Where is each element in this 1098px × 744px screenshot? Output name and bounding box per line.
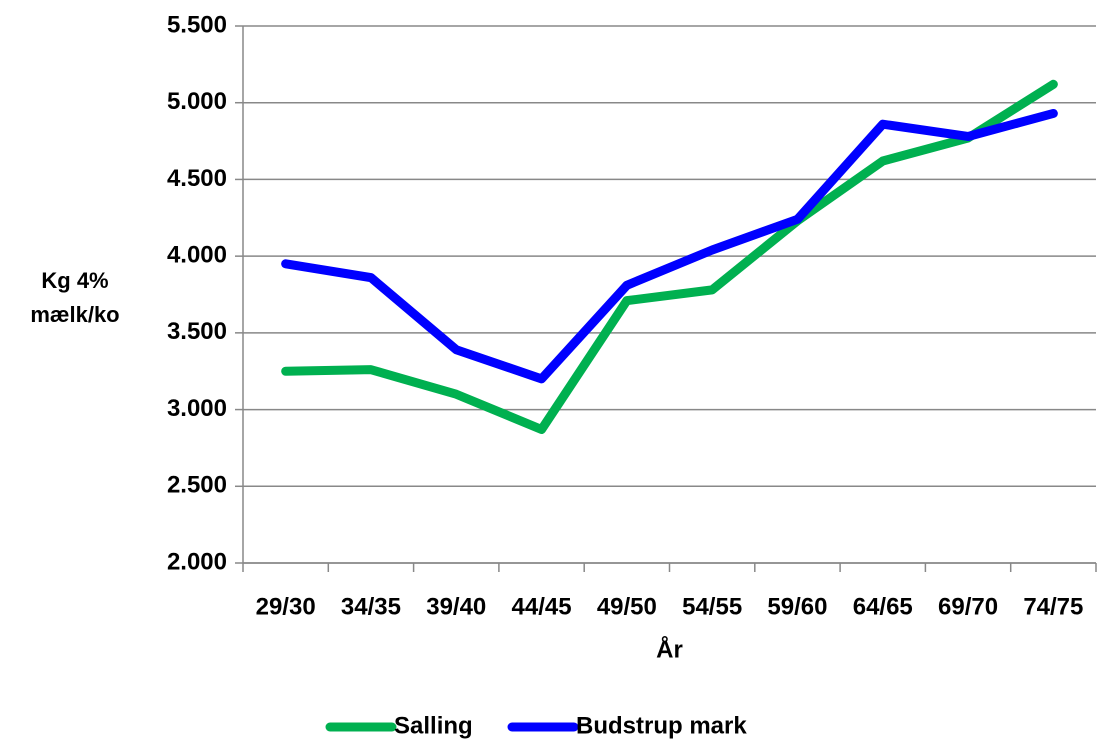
- y-tick-label: 3.000: [167, 395, 227, 422]
- x-tick-label: 54/55: [682, 593, 742, 620]
- x-tick-label: 64/65: [853, 593, 913, 620]
- x-tick-label: 59/60: [767, 593, 827, 620]
- x-tick-label: 49/50: [597, 593, 657, 620]
- legend-label: Budstrup mark: [576, 712, 747, 739]
- y-tick-label: 5.500: [167, 11, 227, 38]
- x-tick-label: 39/40: [426, 593, 486, 620]
- x-tick-label: 74/75: [1023, 593, 1083, 620]
- x-axis-label: År: [656, 635, 683, 663]
- y-tick-label: 3.500: [167, 318, 227, 345]
- x-tick-label: 29/30: [256, 593, 316, 620]
- y-tick-label: 4.500: [167, 165, 227, 192]
- x-tick-label: 44/45: [512, 593, 572, 620]
- y-tick-label: 4.000: [167, 241, 227, 268]
- x-tick-label: 34/35: [341, 593, 401, 620]
- y-tick-label: 5.000: [167, 88, 227, 115]
- y-tick-label: 2.500: [167, 472, 227, 499]
- line-series: [281, 108, 1058, 384]
- line-series: [281, 79, 1058, 435]
- x-tick-label: 69/70: [938, 593, 998, 620]
- legend-label: Salling: [394, 712, 473, 739]
- y-axis-label: Kg 4% mælk/ko: [30, 268, 120, 327]
- y-tick-label: 2.000: [167, 548, 227, 575]
